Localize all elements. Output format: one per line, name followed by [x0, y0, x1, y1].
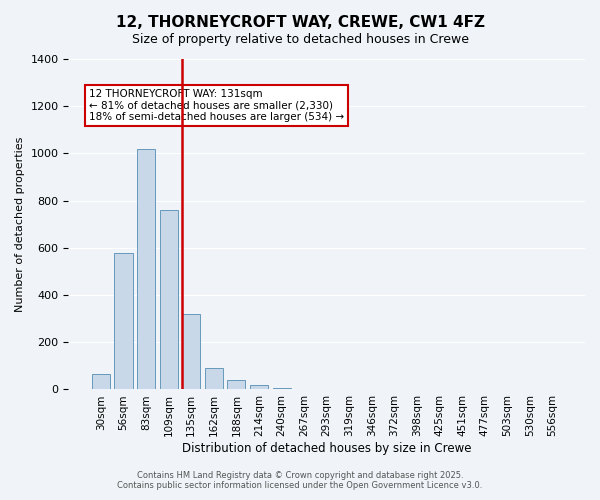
Bar	[272, 388, 290, 390]
Text: Contains HM Land Registry data © Crown copyright and database right 2025.
Contai: Contains HM Land Registry data © Crown c…	[118, 470, 482, 490]
Text: 12, THORNEYCROFT WAY, CREWE, CW1 4FZ: 12, THORNEYCROFT WAY, CREWE, CW1 4FZ	[115, 15, 485, 30]
X-axis label: Distribution of detached houses by size in Crewe: Distribution of detached houses by size …	[182, 442, 472, 455]
Bar	[182, 314, 200, 390]
Bar	[295, 389, 313, 390]
Bar	[250, 384, 268, 390]
Y-axis label: Number of detached properties: Number of detached properties	[15, 136, 25, 312]
Bar	[227, 380, 245, 390]
Text: Size of property relative to detached houses in Crewe: Size of property relative to detached ho…	[131, 32, 469, 46]
Bar	[115, 252, 133, 390]
Text: 12 THORNEYCROFT WAY: 131sqm
← 81% of detached houses are smaller (2,330)
18% of : 12 THORNEYCROFT WAY: 131sqm ← 81% of det…	[89, 88, 344, 122]
Bar	[205, 368, 223, 390]
Bar	[137, 148, 155, 390]
Bar	[160, 210, 178, 390]
Bar	[92, 374, 110, 390]
